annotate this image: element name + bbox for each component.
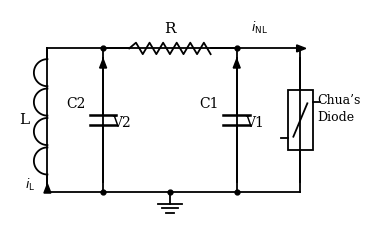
Text: $i_{\mathrm{NL}}$: $i_{\mathrm{NL}}$ bbox=[251, 20, 267, 36]
Text: V2: V2 bbox=[112, 116, 131, 130]
Polygon shape bbox=[99, 59, 107, 68]
Text: V1: V1 bbox=[246, 116, 265, 130]
Bar bbox=[288, 90, 313, 150]
Text: $i_{\mathrm{L}}$: $i_{\mathrm{L}}$ bbox=[25, 177, 35, 193]
Polygon shape bbox=[44, 184, 51, 193]
Polygon shape bbox=[297, 45, 306, 52]
Text: L: L bbox=[19, 113, 29, 127]
Text: C1: C1 bbox=[200, 97, 219, 111]
Text: Chua’s
Diode: Chua’s Diode bbox=[317, 94, 360, 124]
Text: R: R bbox=[164, 22, 176, 36]
Text: C2: C2 bbox=[66, 97, 85, 111]
Polygon shape bbox=[233, 59, 240, 68]
